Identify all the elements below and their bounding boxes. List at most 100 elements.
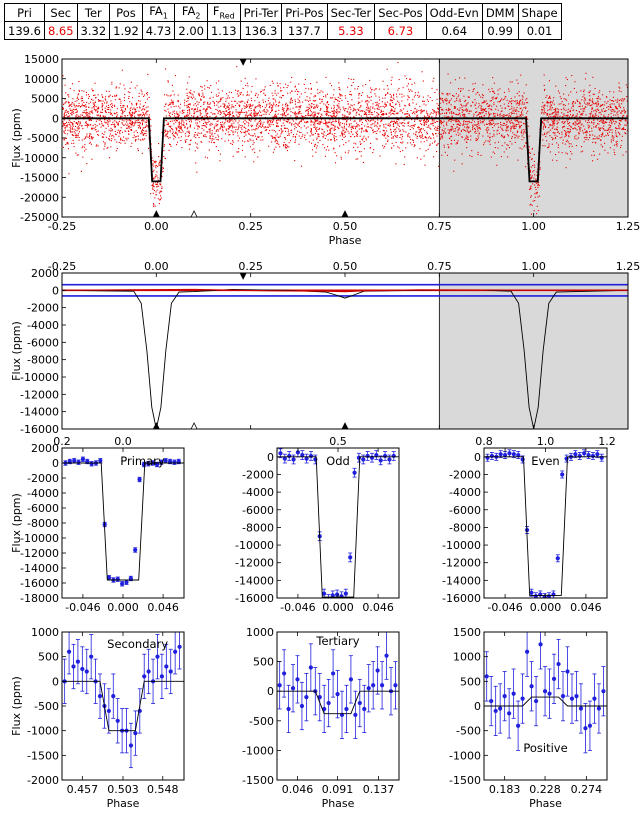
data-point	[197, 132, 199, 134]
data-point	[117, 124, 119, 126]
data-point	[321, 119, 323, 121]
data-point	[603, 116, 605, 118]
data-point	[488, 108, 490, 110]
data-point	[500, 99, 502, 101]
data-point	[483, 144, 485, 146]
data-point	[330, 139, 332, 141]
data-point	[142, 139, 144, 141]
data-point	[264, 129, 266, 131]
data-point	[90, 137, 92, 139]
data-point	[131, 104, 133, 106]
data-point	[506, 99, 508, 101]
data-point	[565, 152, 567, 154]
data-point	[144, 109, 146, 111]
data-point	[91, 88, 93, 90]
data-point	[507, 105, 509, 107]
data-point	[552, 120, 554, 122]
data-point	[235, 89, 237, 91]
data-point	[480, 107, 482, 109]
data-point	[314, 132, 316, 134]
data-point	[543, 108, 545, 110]
data-point	[290, 140, 292, 142]
data-point	[300, 137, 302, 139]
data-point	[188, 121, 190, 123]
data-point	[244, 141, 246, 143]
data-point	[249, 103, 251, 105]
data-point	[530, 166, 532, 168]
data-point	[457, 120, 459, 122]
data-point	[367, 123, 369, 125]
data-point	[358, 113, 360, 115]
data-point	[568, 125, 570, 127]
data-point	[371, 89, 373, 91]
data-point	[168, 149, 170, 151]
data-point	[366, 120, 368, 122]
data-point	[254, 129, 256, 131]
data-point	[516, 102, 518, 104]
data-point	[295, 119, 297, 121]
data-point	[618, 125, 620, 127]
data-point	[510, 126, 512, 128]
data-point	[605, 135, 607, 137]
data-point	[314, 111, 316, 113]
data-point	[309, 115, 311, 117]
data-point	[114, 120, 116, 122]
data-point	[116, 114, 118, 116]
data-point	[279, 119, 281, 121]
data-point	[613, 149, 615, 151]
data-point	[96, 107, 98, 109]
data-point	[333, 124, 335, 126]
data-point	[218, 111, 220, 113]
data-point	[521, 132, 523, 134]
data-point	[511, 113, 513, 115]
data-point	[493, 102, 495, 104]
data-point	[516, 100, 518, 102]
data-point	[141, 132, 143, 134]
data-point	[623, 127, 625, 129]
data-point	[348, 140, 350, 142]
data-point	[295, 127, 297, 129]
data-point	[178, 124, 180, 126]
data-point	[327, 101, 329, 103]
data-point	[592, 138, 594, 140]
data-point	[82, 128, 84, 130]
data-point	[404, 113, 406, 115]
data-point	[71, 122, 73, 124]
data-point	[83, 112, 85, 114]
data-point	[319, 98, 321, 100]
data-point	[607, 128, 609, 130]
data-point	[568, 135, 570, 137]
data-point	[299, 101, 301, 103]
data-point	[447, 73, 449, 75]
data-point	[594, 135, 596, 137]
data-point	[552, 123, 554, 125]
data-point	[190, 89, 192, 91]
data-point	[496, 123, 498, 125]
data-point	[431, 100, 433, 102]
data-point	[497, 93, 499, 95]
data-point	[445, 97, 447, 99]
data-point	[553, 119, 555, 121]
data-point	[399, 129, 401, 131]
data-point	[266, 103, 268, 105]
data-point	[554, 119, 556, 121]
data-point	[568, 128, 570, 130]
data-point	[77, 94, 79, 96]
data-point	[90, 120, 92, 122]
data-point	[240, 93, 242, 95]
data-point	[249, 146, 251, 148]
data-point	[407, 99, 409, 101]
data-point	[599, 111, 601, 113]
data-point	[78, 115, 80, 117]
data-point	[325, 123, 327, 125]
data-point	[282, 115, 284, 117]
data-point	[574, 116, 576, 118]
data-point	[176, 120, 178, 122]
data-point	[378, 127, 380, 129]
data-point	[131, 124, 133, 126]
data-point	[617, 116, 619, 118]
data-point	[164, 144, 166, 146]
data-point	[459, 77, 461, 79]
data-point	[404, 156, 406, 158]
data-point	[360, 155, 362, 157]
